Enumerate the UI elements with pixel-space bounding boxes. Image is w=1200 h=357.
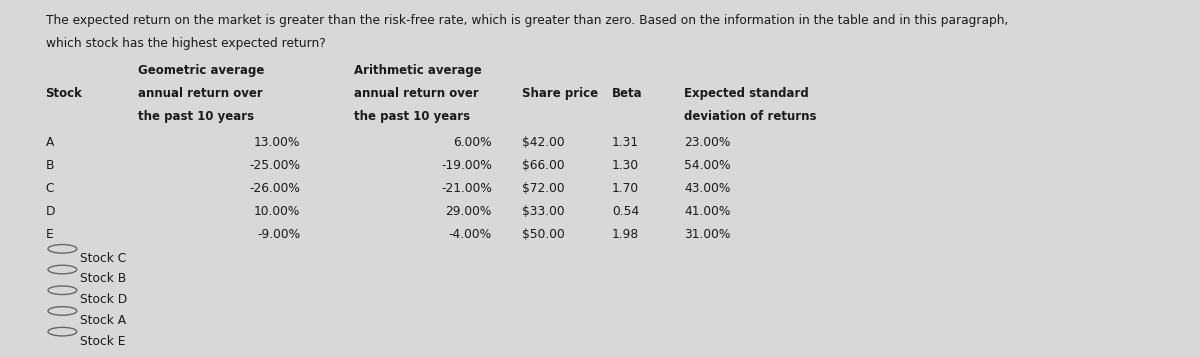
Text: Stock C: Stock C — [80, 252, 127, 265]
Text: deviation of returns: deviation of returns — [684, 110, 816, 123]
Text: 23.00%: 23.00% — [684, 136, 731, 149]
Text: 43.00%: 43.00% — [684, 182, 731, 195]
Text: Arithmetic average: Arithmetic average — [354, 64, 481, 77]
Text: 31.00%: 31.00% — [684, 228, 731, 241]
Text: $33.00: $33.00 — [522, 205, 565, 218]
Text: $50.00: $50.00 — [522, 228, 565, 241]
Text: -21.00%: -21.00% — [442, 182, 492, 195]
Text: 6.00%: 6.00% — [454, 136, 492, 149]
Text: B: B — [46, 159, 54, 172]
Text: which stock has the highest expected return?: which stock has the highest expected ret… — [46, 37, 325, 50]
Text: -25.00%: -25.00% — [250, 159, 300, 172]
Text: $42.00: $42.00 — [522, 136, 565, 149]
Text: Stock B: Stock B — [80, 272, 127, 285]
Text: 1.98: 1.98 — [612, 228, 640, 241]
Text: -26.00%: -26.00% — [250, 182, 300, 195]
Text: the past 10 years: the past 10 years — [138, 110, 254, 123]
Text: 41.00%: 41.00% — [684, 205, 731, 218]
Text: -9.00%: -9.00% — [257, 228, 300, 241]
Text: annual return over: annual return over — [138, 87, 263, 100]
Text: D: D — [46, 205, 55, 218]
Text: -19.00%: -19.00% — [442, 159, 492, 172]
Text: Stock A: Stock A — [80, 314, 126, 327]
Text: 13.00%: 13.00% — [253, 136, 300, 149]
Text: 1.30: 1.30 — [612, 159, 640, 172]
Text: the past 10 years: the past 10 years — [354, 110, 470, 123]
Text: 1.31: 1.31 — [612, 136, 640, 149]
Text: Stock: Stock — [46, 87, 83, 100]
Text: 0.54: 0.54 — [612, 205, 640, 218]
Text: Stock D: Stock D — [80, 293, 127, 306]
Text: A: A — [46, 136, 54, 149]
Text: E: E — [46, 228, 53, 241]
Text: $72.00: $72.00 — [522, 182, 565, 195]
Text: 1.70: 1.70 — [612, 182, 640, 195]
Text: $66.00: $66.00 — [522, 159, 565, 172]
Text: Beta: Beta — [612, 87, 643, 100]
Text: Geometric average: Geometric average — [138, 64, 264, 77]
Text: -4.00%: -4.00% — [449, 228, 492, 241]
Text: C: C — [46, 182, 54, 195]
Text: The expected return on the market is greater than the risk-free rate, which is g: The expected return on the market is gre… — [46, 14, 1008, 27]
Text: Expected standard: Expected standard — [684, 87, 809, 100]
Text: Share price: Share price — [522, 87, 598, 100]
Text: 54.00%: 54.00% — [684, 159, 731, 172]
Text: Stock E: Stock E — [80, 335, 126, 347]
Text: 10.00%: 10.00% — [253, 205, 300, 218]
Text: annual return over: annual return over — [354, 87, 479, 100]
Text: 29.00%: 29.00% — [445, 205, 492, 218]
